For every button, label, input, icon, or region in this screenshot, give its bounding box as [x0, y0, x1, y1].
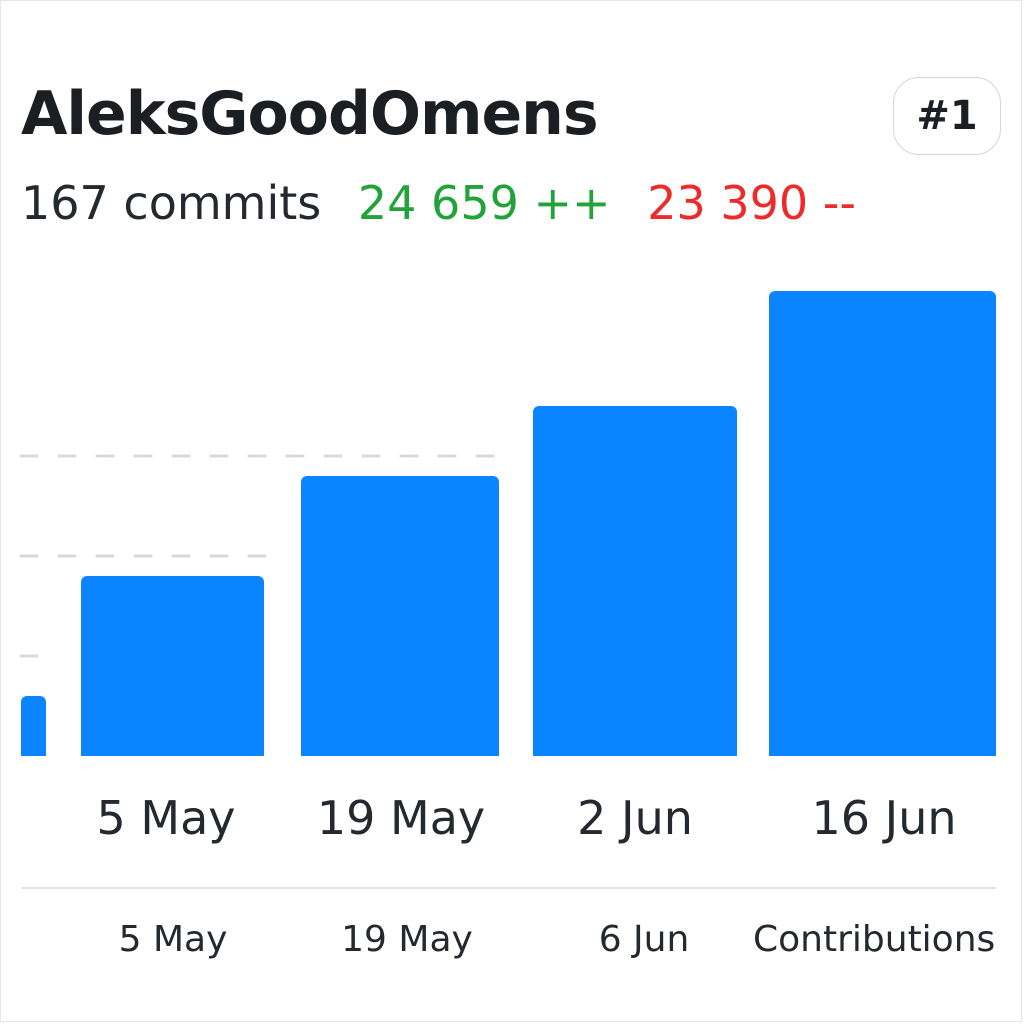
x-axis-lower-ticks: 5 May 19 May 6 Jun: [1, 919, 1024, 979]
divider: [21, 887, 996, 889]
x-tick-upper-1: 5 May: [96, 791, 236, 845]
stats-row: 167 commits 24 659 ++ 23 390 --: [21, 173, 878, 233]
chart-caption: Contributions: [753, 919, 996, 960]
commit-count: 167 commits: [21, 176, 322, 230]
bar-base-5: [769, 748, 996, 756]
bar-base-3: [301, 748, 499, 756]
username[interactable]: AleksGoodOmens: [21, 79, 599, 149]
bar-4[interactable]: [533, 406, 737, 756]
x-tick-lower-3: 6 Jun: [598, 919, 690, 960]
deletions-count: 23 390 --: [647, 176, 856, 230]
x-tick-upper-2: 19 May: [316, 791, 486, 845]
rank-badge: #1: [893, 77, 1001, 155]
bar-5[interactable]: [769, 291, 996, 756]
bar-base-2: [81, 748, 264, 756]
x-axis-upper-ticks: 5 May 19 May 2 Jun 16 Jun: [1, 791, 1024, 851]
x-tick-lower-1: 5 May: [118, 919, 228, 960]
bar-1[interactable]: [21, 696, 46, 756]
bar-2[interactable]: [81, 576, 264, 756]
x-tick-lower-2: 19 May: [341, 919, 473, 960]
bar-3[interactable]: [301, 476, 499, 756]
x-tick-upper-3: 2 Jun: [577, 791, 693, 845]
additions-count: 24 659 ++: [357, 176, 611, 230]
contributions-bar-chart: [19, 291, 996, 756]
bar-base-4: [533, 748, 737, 756]
bar-base-1: [21, 748, 46, 756]
x-tick-upper-4: 16 Jun: [811, 791, 957, 845]
